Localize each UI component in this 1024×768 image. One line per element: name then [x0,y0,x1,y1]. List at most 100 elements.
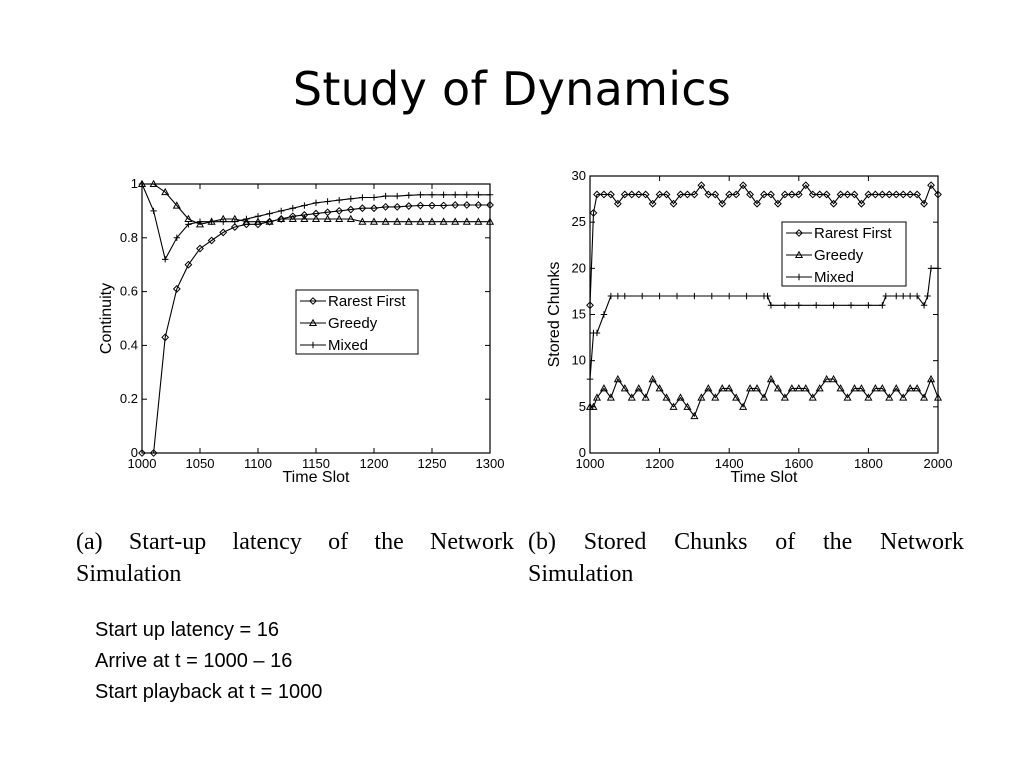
note-line: Start up latency = 16 [95,619,280,641]
legend: Rarest First Greedy Mixed [781,221,907,287]
data-point [822,374,831,383]
data-point [150,207,157,215]
data-point [253,217,263,225]
data-point [913,190,922,199]
data-point [683,190,692,199]
data-point [370,204,378,213]
data-point [718,199,727,208]
data-point [697,393,706,401]
caption-a-line1: (a) Start-up latency of the Network [76,529,514,555]
series-line [590,377,939,418]
data-point [346,205,355,214]
note-line: Arrive at t = 1000 – 16 [95,650,293,672]
data-point [439,217,448,225]
data-point [780,190,789,199]
data-point [933,393,943,401]
data-point [634,384,643,392]
legend-marker [795,229,803,237]
data-point [669,402,678,410]
data-point [416,217,425,225]
data-point [475,191,482,198]
data-point [243,215,250,223]
data-point [711,393,720,401]
data-point [766,374,776,383]
y-tick-label: 10 [572,353,586,368]
y-axis-label: Stored Chunks [546,262,563,368]
data-point [324,198,331,205]
data-point [739,402,748,410]
legend-marker [308,318,318,327]
data-point [725,190,734,199]
data-point [913,292,921,300]
data-point [704,190,713,199]
data-point [428,191,436,198]
caption-a-line2: Simulation [76,561,182,587]
data-point [801,181,810,190]
data-point [906,190,915,199]
series-mixed [586,265,942,383]
data-point [746,384,755,392]
data-point [600,190,608,199]
data-point [641,190,650,199]
data-point [370,194,378,201]
data-point [673,292,681,300]
data-point [878,384,887,392]
data-point [871,384,880,392]
data-point [815,190,824,199]
data-point [641,393,650,401]
caption-b-line2: Simulation [528,561,634,587]
data-point [589,209,598,217]
y-tick-label: 25 [572,214,586,229]
data-point [829,374,838,383]
data-point [593,190,601,199]
data-point [843,393,852,401]
data-point [760,190,768,199]
caption-a: (a) Start-up latency of the Network Simu… [76,526,514,590]
data-point [690,411,699,420]
data-point [486,201,494,209]
data-point [173,234,180,241]
y-tick-label: 0.4 [120,337,138,352]
data-point [718,384,727,392]
data-point [704,384,713,392]
data-point [743,292,750,300]
data-point [759,393,769,401]
legend-label: Rarest First [814,225,892,242]
data-point [427,217,437,225]
data-point [335,214,344,223]
data-point [439,201,448,210]
data-point [230,223,239,231]
data-point [161,187,170,196]
x-tick-label: 1600 [784,456,813,471]
data-point [196,244,204,253]
data-point [621,292,628,300]
data-point [787,190,796,199]
data-point [899,393,908,401]
data-point [220,218,227,225]
legend-label: Greedy [328,315,378,332]
data-point [808,190,817,199]
data-point [711,190,720,199]
y-tick-label: 0.2 [120,391,138,406]
data-point [780,393,789,401]
data-point [219,228,228,237]
data-point [739,181,748,190]
data-point [795,302,802,309]
slide-title: Study of Dynamics [292,62,732,116]
data-point [593,329,601,337]
data-point [358,217,367,225]
data-point [592,393,602,401]
y-tick-label: 0.6 [120,284,138,299]
series-line [142,204,490,454]
data-point [787,384,796,392]
data-point [613,199,622,208]
data-point [656,292,663,300]
data-point [864,190,873,199]
data-point [627,190,636,199]
data-point [774,199,782,208]
data-point [485,217,495,225]
data-point [830,302,837,309]
x-tick-label: 1100 [244,456,272,471]
y-tick-label: 0 [131,445,138,460]
data-point [161,333,170,342]
